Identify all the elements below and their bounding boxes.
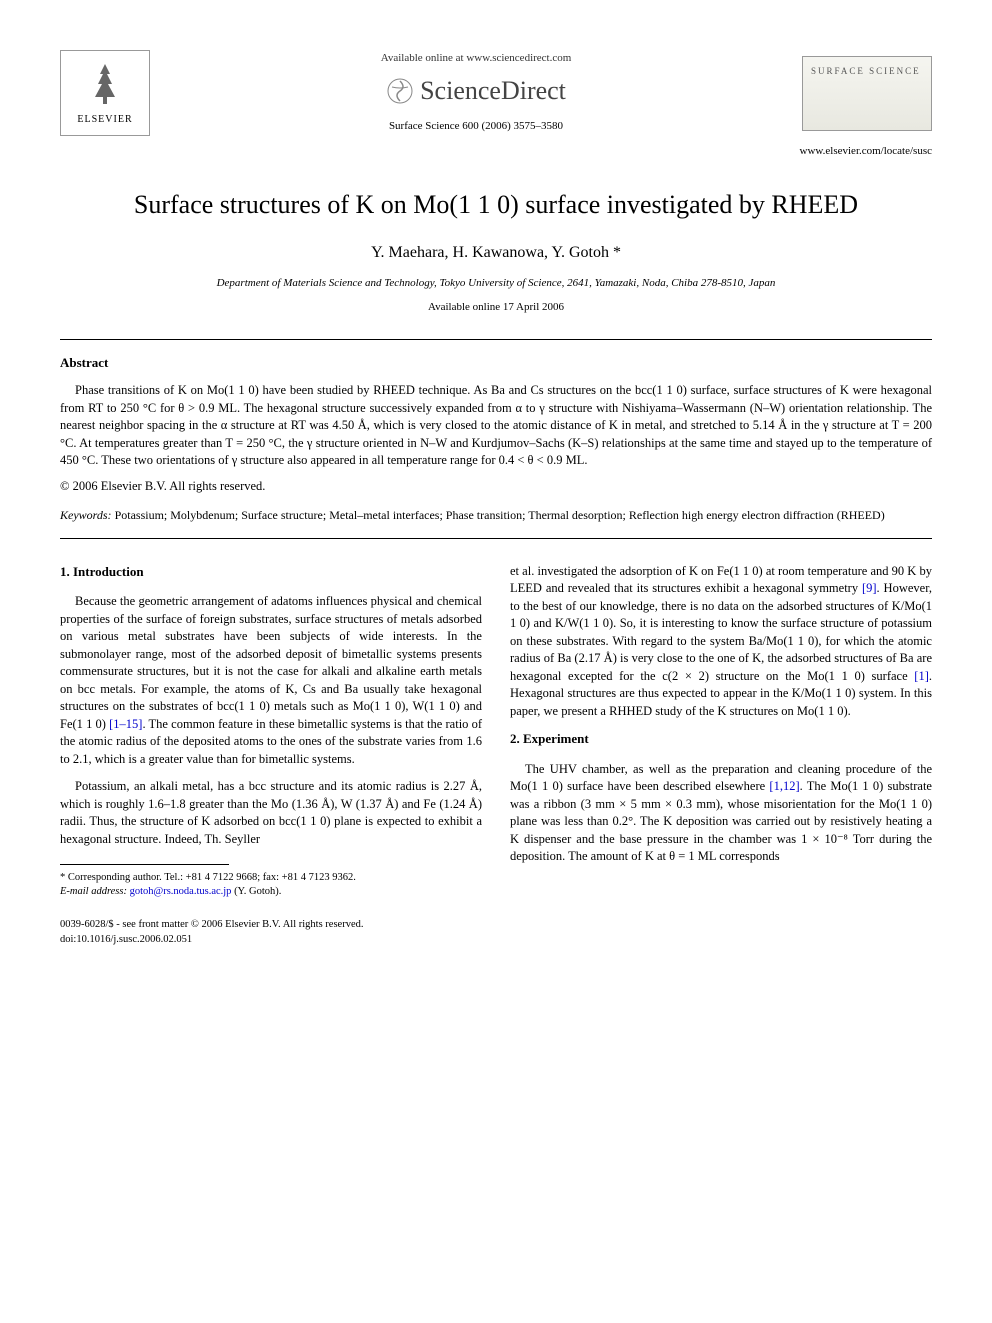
elsevier-logo-box: ELSEVIER xyxy=(60,50,150,136)
journal-cover-name: SURFACE SCIENCE xyxy=(811,65,921,78)
header-center: Available online at www.sciencedirect.co… xyxy=(150,51,802,134)
sciencedirect-icon xyxy=(386,77,414,105)
available-date: Available online 17 April 2006 xyxy=(60,300,932,315)
citation-link[interactable]: [1–15] xyxy=(109,717,142,731)
left-column: 1. Introduction Because the geometric ar… xyxy=(60,563,482,898)
affiliation: Department of Materials Science and Tech… xyxy=(60,276,932,291)
footer-copyright: 0039-6028/$ - see front matter © 2006 El… xyxy=(60,918,363,933)
keywords: Keywords: Potassium; Molybdenum; Surface… xyxy=(60,507,932,524)
journal-reference: Surface Science 600 (2006) 3575–3580 xyxy=(389,119,563,134)
abstract-heading: Abstract xyxy=(60,354,932,372)
keywords-list: Potassium; Molybdenum; Surface structure… xyxy=(115,508,885,522)
article-title: Surface structures of K on Mo(1 1 0) sur… xyxy=(60,187,932,223)
elsevier-tree-icon xyxy=(80,59,130,109)
two-column-body: 1. Introduction Because the geometric ar… xyxy=(60,563,932,898)
citation-link[interactable]: [1,12] xyxy=(769,779,799,793)
email-link[interactable]: gotoh@rs.noda.tus.ac.jp xyxy=(130,886,232,897)
footnote-email-line: E-mail address: gotoh@rs.noda.tus.ac.jp … xyxy=(60,885,482,899)
abstract-body: Phase transitions of K on Mo(1 1 0) have… xyxy=(60,382,932,470)
experiment-paragraph-1: The UHV chamber, as well as the preparat… xyxy=(510,761,932,866)
intro-paragraph-1: Because the geometric arrangement of ada… xyxy=(60,593,482,768)
citation-link[interactable]: [1] xyxy=(914,669,929,683)
elsevier-label: ELSEVIER xyxy=(77,113,132,127)
header-row: ELSEVIER Available online at www.science… xyxy=(60,50,932,136)
right-column: et al. investigated the adsorption of K … xyxy=(510,563,932,898)
authors: Y. Maehara, H. Kawanowa, Y. Gotoh * xyxy=(60,242,932,264)
divider xyxy=(60,538,932,539)
footer-left: 0039-6028/$ - see front matter © 2006 El… xyxy=(60,918,363,947)
available-online-text: Available online at www.sciencedirect.co… xyxy=(381,51,572,66)
citation-link[interactable]: [9] xyxy=(862,581,877,595)
journal-cover-box: SURFACE SCIENCE xyxy=(802,56,932,131)
section-heading-intro: 1. Introduction xyxy=(60,563,482,581)
intro-p2b-text: . However, to the best of our knowledge,… xyxy=(510,581,932,683)
sciencedirect-text: ScienceDirect xyxy=(420,73,566,109)
email-name: (Y. Gotoh). xyxy=(234,886,281,897)
corresponding-author-footnote: * Corresponding author. Tel.: +81 4 7122… xyxy=(60,871,482,898)
locate-url: www.elsevier.com/locate/susc xyxy=(60,144,932,159)
intro-paragraph-2: Potassium, an alkali metal, has a bcc st… xyxy=(60,778,482,848)
divider xyxy=(60,339,932,340)
abstract-copyright: © 2006 Elsevier B.V. All rights reserved… xyxy=(60,478,932,496)
intro-paragraph-2-cont: et al. investigated the adsorption of K … xyxy=(510,563,932,721)
footnote-tel-fax: * Corresponding author. Tel.: +81 4 7122… xyxy=(60,871,482,885)
sciencedirect-logo: ScienceDirect xyxy=(386,73,566,109)
footer-doi: doi:10.1016/j.susc.2006.02.051 xyxy=(60,933,363,948)
section-heading-experiment: 2. Experiment xyxy=(510,730,932,748)
email-label: E-mail address: xyxy=(60,886,127,897)
footnote-separator xyxy=(60,864,229,865)
intro-p1-text: Because the geometric arrangement of ada… xyxy=(60,594,482,731)
keywords-label: Keywords: xyxy=(60,508,112,522)
page-footer: 0039-6028/$ - see front matter © 2006 El… xyxy=(60,918,932,947)
journal-cover-wrap: SURFACE SCIENCE xyxy=(802,56,932,131)
